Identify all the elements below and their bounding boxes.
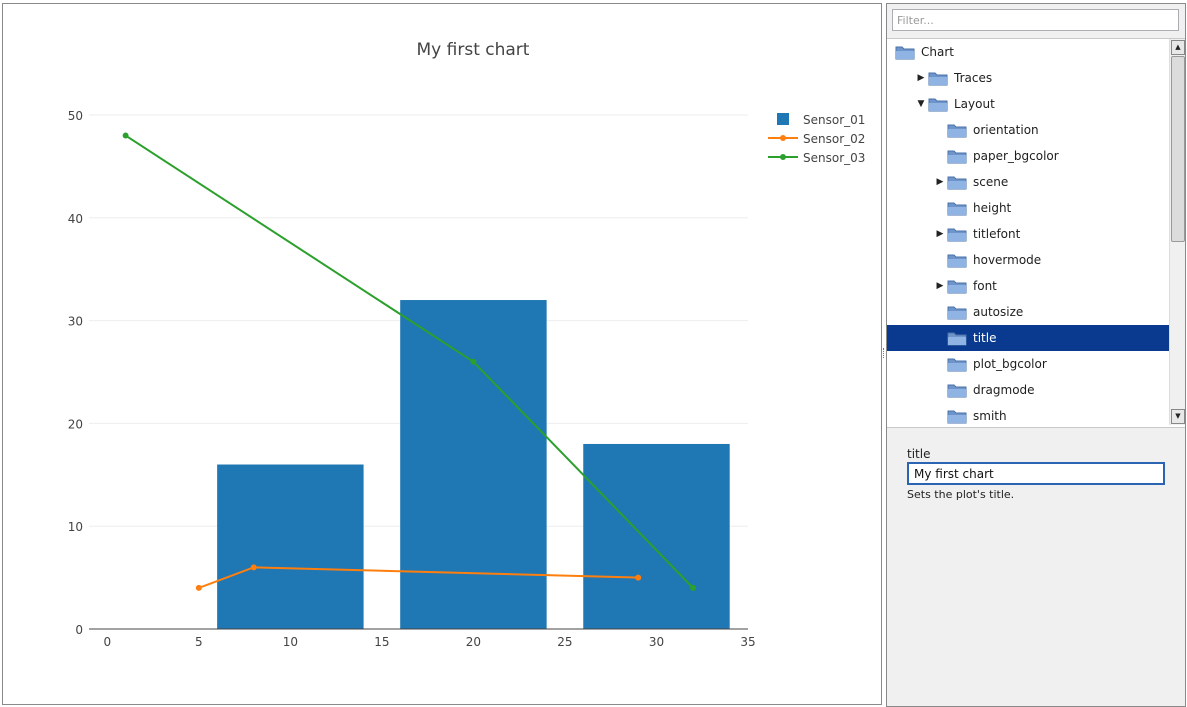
tree-item-label: orientation	[973, 123, 1039, 137]
chart-legend: Sensor_01 Sensor_02 Sensor_03	[768, 113, 865, 165]
tree-item-label: Chart	[921, 45, 954, 59]
folder-icon	[947, 408, 973, 424]
y-tick-label: 30	[68, 315, 83, 329]
tree-item-label: Layout	[954, 97, 995, 111]
y-tick-label: 0	[75, 623, 83, 637]
tree-item-titlefont[interactable]: ▶ titlefont	[887, 221, 1170, 247]
tree-item-label: Traces	[954, 71, 993, 85]
tree-item-label: smith	[973, 409, 1007, 423]
folder-icon	[947, 356, 973, 372]
triangle-down-icon[interactable]: ▼	[917, 99, 925, 109]
triangle-right-icon[interactable]: ▶	[936, 281, 944, 291]
tree-item-height[interactable]: height	[887, 195, 1170, 221]
folder-icon	[947, 382, 973, 398]
tree-item-hovermode[interactable]: hovermode	[887, 247, 1170, 273]
folder-icon	[947, 200, 973, 216]
tree-item-label: title	[973, 331, 997, 345]
x-tick-label: 0	[103, 635, 111, 649]
point-Sensor_03[interactable]	[122, 132, 129, 139]
legend-label: Sensor_03	[803, 151, 865, 165]
y-tick-label: 40	[68, 212, 83, 226]
tree-item-label: paper_bgcolor	[973, 149, 1059, 163]
bar-Sensor_01[interactable]	[217, 464, 364, 629]
tree-item-label: scene	[973, 175, 1009, 189]
folder-icon	[947, 304, 973, 320]
y-tick-label: 20	[68, 417, 83, 431]
folder-icon	[895, 44, 921, 60]
bar-Sensor_01[interactable]	[583, 443, 730, 629]
tree-item-plot-bgcolor[interactable]: plot_bgcolor	[887, 351, 1170, 377]
point-Sensor_02[interactable]	[250, 564, 257, 571]
filter-input[interactable]	[892, 9, 1179, 31]
tree-item-label: height	[973, 201, 1012, 215]
scroll-down-button[interactable]: ▼	[1171, 409, 1185, 424]
legend-marker	[780, 154, 786, 160]
chart-plot[interactable]: My first chart 0 10 20 30 40 50 0 5 10 15 20 25 30 35…	[3, 4, 881, 704]
folder-icon	[947, 252, 973, 268]
tree-item-smith[interactable]: smith	[887, 403, 1170, 427]
point-Sensor_03[interactable]	[690, 584, 697, 591]
y-tick-label: 10	[68, 520, 83, 534]
tree-item-Traces[interactable]: ▶ Traces	[887, 65, 1170, 91]
scroll-thumb[interactable]	[1171, 56, 1185, 242]
property-description: Sets the plot's title.	[907, 488, 1015, 501]
folder-icon	[947, 226, 973, 242]
legend-marker	[780, 135, 786, 141]
triangle-right-icon[interactable]: ▶	[936, 177, 944, 187]
point-Sensor_03[interactable]	[470, 358, 477, 365]
legend-swatch	[777, 113, 789, 125]
tree-scrollbar[interactable]: ▲ ▼	[1169, 39, 1185, 425]
chart-title: My first chart	[417, 40, 530, 60]
property-tree[interactable]: Chart ▶ Traces ▼ Layout orientation paper_bgco…	[887, 38, 1185, 428]
folder-icon	[947, 278, 973, 294]
tree-item-paper-bgcolor[interactable]: paper_bgcolor	[887, 143, 1170, 169]
triangle-right-icon[interactable]: ▶	[917, 73, 925, 83]
tree-item-autosize[interactable]: autosize	[887, 299, 1170, 325]
tree-item-scene[interactable]: ▶ scene	[887, 169, 1170, 195]
point-Sensor_02[interactable]	[195, 584, 202, 591]
tree-item-label: titlefont	[973, 227, 1021, 241]
bar-Sensor_01[interactable]	[400, 300, 547, 629]
x-tick-label: 10	[283, 635, 298, 649]
chart-panel: My first chart 0 10 20 30 40 50 0 5 10 15 20 25 30 35…	[2, 3, 882, 705]
triangle-right-icon[interactable]: ▶	[936, 229, 944, 239]
x-tick-label: 20	[466, 635, 481, 649]
folder-icon	[947, 148, 973, 164]
x-tick-label: 5	[195, 635, 203, 649]
legend-label: Sensor_02	[803, 132, 865, 146]
point-Sensor_02[interactable]	[635, 574, 642, 581]
tree-item-label: autosize	[973, 305, 1024, 319]
splitter-grip[interactable]	[883, 348, 886, 358]
property-value-input[interactable]	[907, 462, 1165, 485]
tree-item-dragmode[interactable]: dragmode	[887, 377, 1170, 403]
folder-icon	[947, 330, 973, 346]
tree-item-label: plot_bgcolor	[973, 357, 1047, 371]
property-name-label: title	[907, 447, 931, 461]
tree-item-title[interactable]: title	[887, 325, 1170, 351]
x-tick-label: 25	[557, 635, 572, 649]
x-tick-label: 35	[740, 635, 755, 649]
folder-icon	[928, 96, 954, 112]
property-panel: Chart ▶ Traces ▼ Layout orientation paper_bgco…	[886, 3, 1186, 707]
legend-label: Sensor_01	[803, 113, 865, 127]
tree-item-orientation[interactable]: orientation	[887, 117, 1170, 143]
tree-item-Chart[interactable]: Chart	[887, 39, 1170, 65]
folder-icon	[947, 174, 973, 190]
panel-splitter[interactable]	[882, 3, 886, 705]
y-tick-label: 50	[68, 109, 83, 123]
tree-item-label: dragmode	[973, 383, 1035, 397]
folder-icon	[928, 70, 954, 86]
folder-icon	[947, 122, 973, 138]
scroll-up-button[interactable]: ▲	[1171, 40, 1185, 55]
tree-item-Layout[interactable]: ▼ Layout	[887, 91, 1170, 117]
x-tick-label: 30	[649, 635, 664, 649]
tree-item-label: font	[973, 279, 997, 293]
x-tick-label: 15	[374, 635, 389, 649]
tree-item-font[interactable]: ▶ font	[887, 273, 1170, 299]
tree-item-label: hovermode	[973, 253, 1042, 267]
